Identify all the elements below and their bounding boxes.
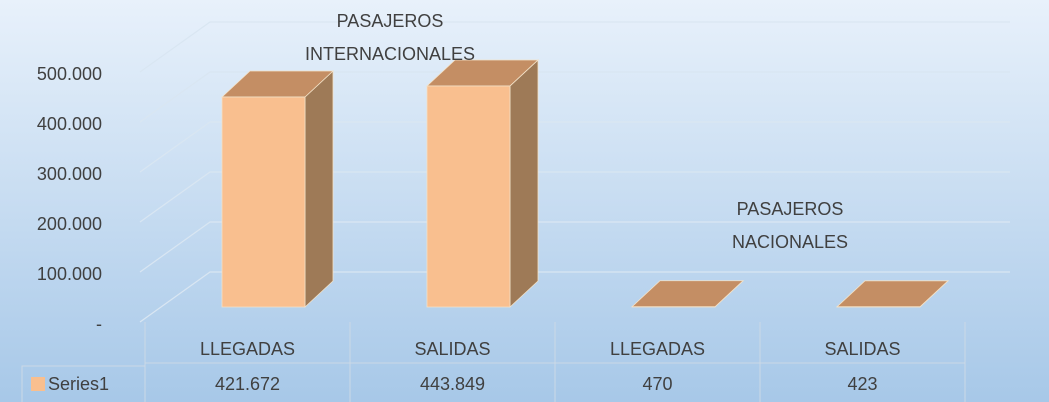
bar [221, 96, 306, 308]
annotation: PASAJEROS [737, 199, 844, 219]
legend-swatch [31, 377, 45, 391]
value-label: 421.672 [215, 374, 280, 394]
y-tick-label: - [96, 314, 102, 334]
category-label: SALIDAS [414, 339, 490, 359]
grid-line [139, 271, 1010, 323]
value-label: 470 [642, 374, 672, 394]
table-border [21, 365, 145, 402]
legend-label: Series1 [48, 374, 109, 394]
bar-side [304, 70, 334, 308]
grid-line [139, 21, 1010, 73]
grid-line [139, 121, 1010, 173]
y-tick-label: 400.000 [37, 114, 102, 134]
grid-line [139, 221, 1010, 273]
bar [426, 85, 511, 308]
annotation: INTERNACIONALES [305, 44, 475, 64]
y-tick-label: 200.000 [37, 214, 102, 234]
annotation: NACIONALES [732, 232, 848, 252]
value-label: 443.849 [420, 374, 485, 394]
y-tick-label: 500.000 [37, 64, 102, 84]
category-label: LLEGADAS [610, 339, 705, 359]
category-label: SALIDAS [824, 339, 900, 359]
value-label: 423 [847, 374, 877, 394]
y-tick-label: 100.000 [37, 264, 102, 284]
bar-side [509, 59, 539, 308]
grid-line [139, 71, 1010, 123]
grid-line [139, 171, 1010, 223]
annotation: PASAJEROS [337, 11, 444, 31]
category-label: LLEGADAS [200, 339, 295, 359]
y-tick-label: 300.000 [37, 164, 102, 184]
